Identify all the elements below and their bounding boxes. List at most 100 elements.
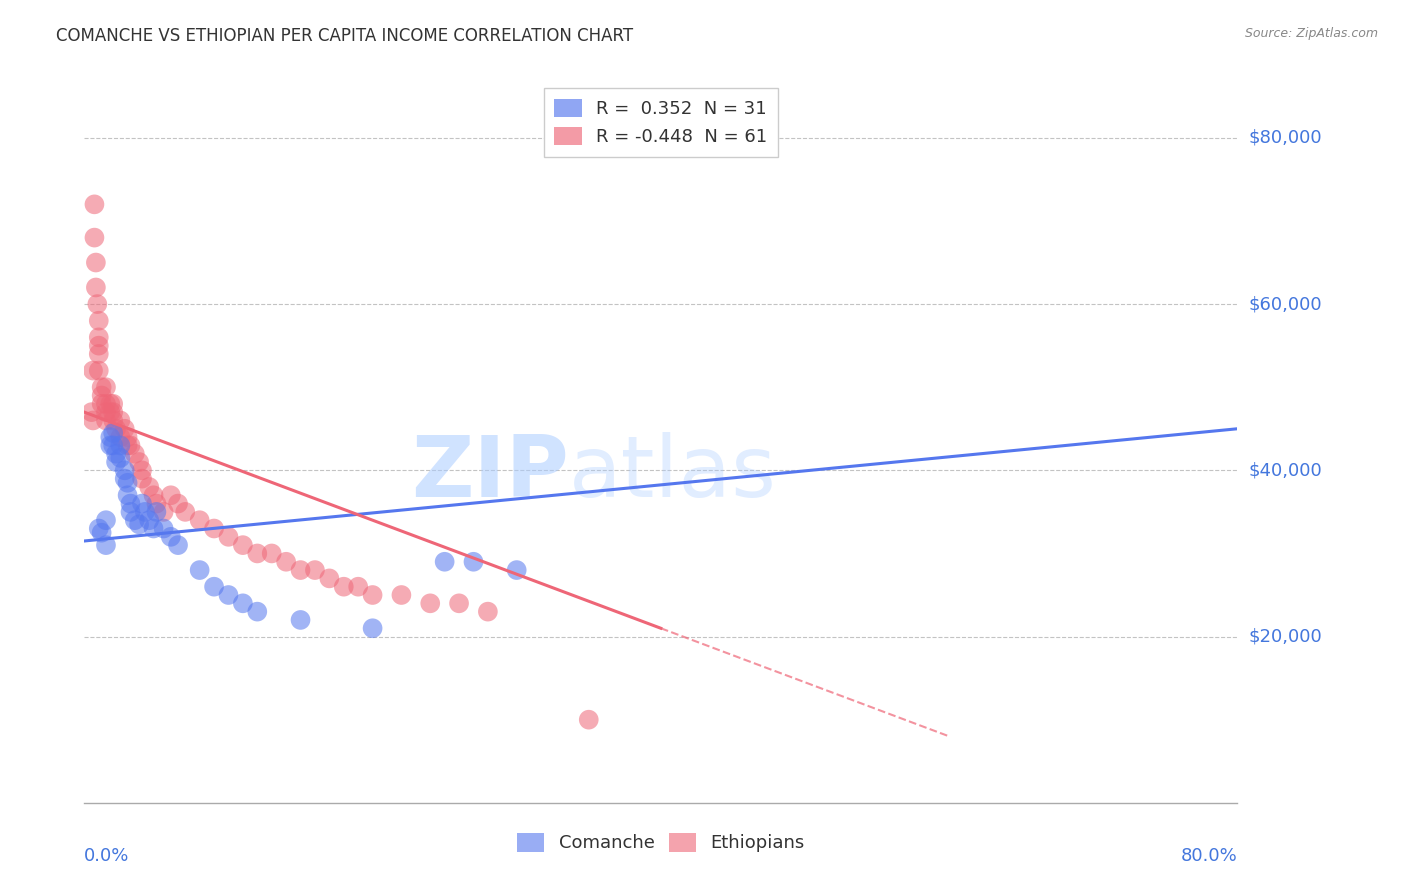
Point — [477, 605, 499, 619]
Point — [361, 588, 384, 602]
Point — [506, 563, 529, 577]
Point — [110, 430, 132, 444]
Point — [117, 475, 139, 490]
Point — [152, 505, 174, 519]
Point — [145, 505, 167, 519]
Point — [117, 438, 139, 452]
Point — [290, 563, 312, 577]
Point — [152, 521, 174, 535]
Point — [86, 297, 108, 311]
Point — [174, 505, 197, 519]
Point — [114, 472, 136, 486]
Point — [103, 425, 124, 440]
Point — [138, 513, 160, 527]
Text: $40,000: $40,000 — [1249, 461, 1322, 479]
Point — [202, 521, 225, 535]
Point — [128, 455, 150, 469]
Point — [94, 513, 117, 527]
Point — [218, 588, 240, 602]
Point — [276, 555, 298, 569]
Point — [103, 438, 124, 452]
Point — [463, 555, 485, 569]
Text: COMANCHE VS ETHIOPIAN PER CAPITA INCOME CORRELATION CHART: COMANCHE VS ETHIOPIAN PER CAPITA INCOME … — [56, 27, 633, 45]
Point — [105, 447, 128, 461]
Point — [98, 397, 121, 411]
Point — [87, 338, 110, 352]
Point — [188, 513, 211, 527]
Point — [419, 596, 441, 610]
Point — [87, 330, 110, 344]
Point — [98, 438, 121, 452]
Point — [160, 488, 183, 502]
Point — [98, 405, 121, 419]
Point — [333, 580, 356, 594]
Point — [90, 380, 112, 394]
Point — [246, 546, 269, 560]
Legend: Comanche, Ethiopians: Comanche, Ethiopians — [510, 826, 811, 860]
Point — [87, 314, 110, 328]
Point — [120, 438, 142, 452]
Point — [84, 280, 107, 294]
Text: 80.0%: 80.0% — [1181, 847, 1237, 864]
Point — [87, 363, 110, 377]
Point — [94, 380, 117, 394]
Point — [167, 538, 190, 552]
Point — [114, 463, 136, 477]
Text: 0.0%: 0.0% — [84, 847, 129, 864]
Point — [117, 488, 139, 502]
Point — [318, 571, 340, 585]
Point — [82, 413, 104, 427]
Point — [90, 525, 112, 540]
Text: atlas: atlas — [568, 432, 776, 516]
Point — [105, 422, 128, 436]
Point — [94, 397, 117, 411]
Point — [87, 347, 110, 361]
Point — [138, 480, 160, 494]
Point — [80, 405, 103, 419]
Point — [84, 255, 107, 269]
Point — [103, 397, 124, 411]
Point — [94, 405, 117, 419]
Point — [131, 497, 153, 511]
Point — [145, 497, 167, 511]
Point — [83, 197, 105, 211]
Point — [131, 463, 153, 477]
Point — [142, 488, 165, 502]
Point — [110, 450, 132, 465]
Point — [188, 563, 211, 577]
Point — [114, 422, 136, 436]
Point — [246, 605, 269, 619]
Point — [167, 497, 190, 511]
Point — [449, 596, 471, 610]
Point — [87, 521, 110, 535]
Text: ZIP: ZIP — [411, 432, 568, 516]
Point — [94, 413, 117, 427]
Point — [134, 505, 156, 519]
Point — [361, 621, 384, 635]
Point — [83, 230, 105, 244]
Point — [94, 538, 117, 552]
Point — [124, 513, 146, 527]
Point — [110, 438, 132, 452]
Point — [290, 613, 312, 627]
Point — [347, 580, 370, 594]
Point — [304, 563, 326, 577]
Point — [160, 530, 183, 544]
Point — [124, 447, 146, 461]
Point — [103, 413, 124, 427]
Point — [142, 521, 165, 535]
Point — [202, 580, 225, 594]
Point — [260, 546, 283, 560]
Point — [578, 713, 600, 727]
Text: $60,000: $60,000 — [1249, 295, 1322, 313]
Point — [105, 455, 128, 469]
Point — [90, 388, 112, 402]
Text: $80,000: $80,000 — [1249, 128, 1322, 147]
Point — [103, 405, 124, 419]
Point — [232, 538, 254, 552]
Point — [117, 430, 139, 444]
Point — [98, 430, 121, 444]
Point — [232, 596, 254, 610]
Point — [128, 517, 150, 532]
Point — [218, 530, 240, 544]
